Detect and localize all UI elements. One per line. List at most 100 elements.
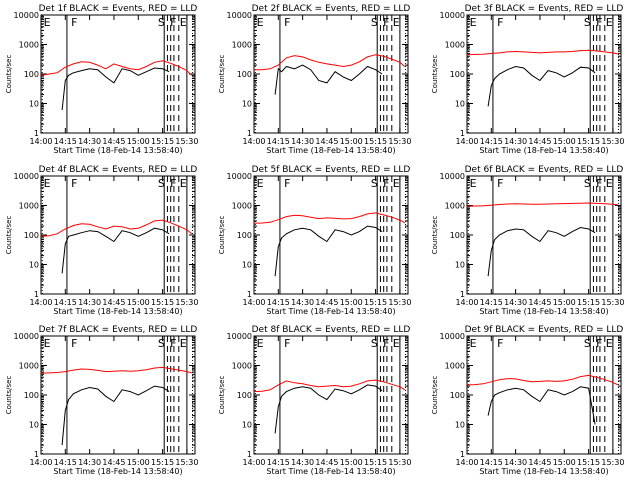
phase-marker: F (170, 337, 176, 350)
x-axis-label: Start Time (18-Feb-14 13:58:40) (53, 467, 182, 476)
y-tick-label: 10000 (14, 11, 39, 20)
phase-marker: F (71, 337, 77, 350)
y-axis-label: Counts/sec (5, 55, 13, 94)
y-axis-label: Counts/sec (431, 216, 439, 255)
x-tick-label: 14:15 (54, 458, 77, 467)
x-tick-label: 14:45 (102, 458, 125, 467)
x-tick-label: 15:15 (577, 458, 600, 467)
y-axis-label: Counts/sec (431, 55, 439, 94)
y-tick-label: 1 (247, 290, 252, 299)
phase-marker: F (596, 177, 602, 190)
lld-series-line (253, 379, 406, 393)
x-tick-label: 14:45 (528, 137, 551, 146)
y-tick-label: 1000 (445, 202, 465, 211)
y-axis-label: Counts/sec (218, 216, 226, 255)
x-tick-label: 15:00 (127, 298, 150, 307)
x-tick-label: 14:30 (504, 137, 527, 146)
x-tick-label: 14:15 (54, 137, 77, 146)
x-tick-label: 14:15 (267, 298, 290, 307)
y-axis-label: Counts/sec (5, 216, 13, 255)
x-tick-label: 14:45 (102, 298, 125, 307)
x-tick-label: 15:30 (388, 458, 411, 467)
x-tick-label: 15:00 (127, 458, 150, 467)
x-tick-label: 14:00 (455, 458, 478, 467)
panel-det-9: Det 9f BLACK = Events, RED = LLD 1 10 100 10… (431, 325, 624, 476)
x-tick-label: 15:30 (388, 298, 411, 307)
y-tick-label: 1000 (19, 202, 39, 211)
phase-marker: F (383, 177, 389, 190)
x-tick-label: 14:30 (291, 137, 314, 146)
y-tick-label: 1 (460, 290, 465, 299)
events-series-line (61, 385, 170, 446)
lld-series-line (40, 366, 192, 374)
phase-marker: S (371, 177, 378, 190)
y-tick-label: 1000 (232, 41, 252, 50)
y-tick-label: 1 (34, 129, 39, 138)
y-tick-label: 1 (247, 450, 252, 459)
phase-marker: E (44, 16, 51, 29)
y-tick-label: 10 (242, 100, 252, 109)
panel-title: Det 5f BLACK = Events, RED = LLD (252, 165, 411, 175)
panel-det-8: Det 8f BLACK = Events, RED = LLD 1 10 100 10… (218, 325, 411, 476)
y-tick-label: 10000 (440, 332, 465, 341)
x-tick-label: 14:15 (480, 298, 503, 307)
events-series-line (274, 225, 383, 277)
y-tick-label: 10 (455, 421, 465, 430)
x-tick-label: 15:30 (601, 298, 624, 307)
x-tick-label: 15:30 (175, 137, 198, 146)
y-tick-label: 10 (29, 421, 39, 430)
plot-frame (466, 175, 622, 295)
x-tick-label: 14:45 (315, 458, 338, 467)
phase-marker: S (158, 16, 165, 29)
phase-marker: F (170, 177, 176, 190)
x-tick-label: 14:00 (242, 298, 265, 307)
y-tick-label: 100 (24, 70, 39, 79)
phase-marker: E (44, 337, 51, 350)
y-tick-label: 10000 (227, 172, 252, 181)
x-tick-label: 15:00 (340, 458, 363, 467)
y-tick-label: 1 (34, 290, 39, 299)
x-tick-label: 14:00 (29, 137, 52, 146)
phase-marker: S (158, 337, 165, 350)
x-tick-label: 15:30 (388, 137, 411, 146)
x-tick-label: 15:00 (553, 137, 576, 146)
panel-det-1: Det 1f BLACK = Events, RED = LLD 1 10 100 10… (5, 4, 198, 155)
x-tick-label: 15:15 (151, 458, 174, 467)
x-tick-label: 14:30 (504, 298, 527, 307)
y-tick-label: 1000 (232, 362, 252, 371)
y-tick-label: 10 (455, 261, 465, 270)
x-axis-label: Start Time (18-Feb-14 13:58:40) (266, 467, 395, 476)
phase-marker: S (584, 16, 591, 29)
phase-marker: E (393, 16, 400, 29)
y-tick-label: 1000 (19, 362, 39, 371)
y-tick-label: 10000 (440, 11, 465, 20)
panel-det-4: Det 4f BLACK = Events, RED = LLD 1 10 100 10… (5, 165, 198, 316)
phase-marker: E (257, 177, 264, 190)
events-series-line (274, 64, 383, 95)
x-axis-label: Start Time (18-Feb-14 13:58:40) (479, 307, 608, 316)
y-tick-label: 100 (450, 70, 465, 79)
plot-frame (466, 14, 622, 134)
panel-det-5: Det 5f BLACK = Events, RED = LLD 1 10 100 10… (218, 165, 411, 316)
y-tick-label: 1 (460, 450, 465, 459)
x-tick-label: 14:30 (504, 458, 527, 467)
x-axis-label: Start Time (18-Feb-14 13:58:40) (266, 307, 395, 316)
x-tick-label: 14:30 (78, 458, 101, 467)
y-tick-label: 1 (247, 129, 252, 138)
x-tick-label: 15:15 (151, 298, 174, 307)
plot-frame (40, 14, 196, 134)
y-tick-label: 10000 (14, 172, 39, 181)
y-tick-label: 100 (450, 391, 465, 400)
phase-marker: E (180, 16, 187, 29)
x-axis-label: Start Time (18-Feb-14 13:58:40) (479, 467, 608, 476)
x-tick-label: 15:00 (553, 298, 576, 307)
phase-marker: F (596, 337, 602, 350)
phase-marker: F (497, 177, 503, 190)
events-series-line (487, 226, 596, 277)
phase-marker: E (257, 337, 264, 350)
phase-marker: F (383, 337, 389, 350)
y-axis-label: Counts/sec (431, 376, 439, 415)
panel-det-2: Det 2f BLACK = Events, RED = LLD 1 10 100 10… (218, 4, 411, 155)
x-tick-label: 14:15 (480, 458, 503, 467)
